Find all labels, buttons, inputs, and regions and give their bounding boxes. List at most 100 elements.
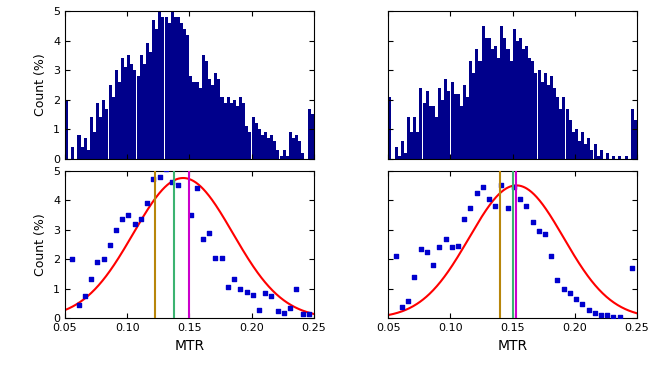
Bar xyxy=(435,117,438,159)
Bar xyxy=(65,100,68,159)
Point xyxy=(546,253,556,259)
Point xyxy=(596,313,606,318)
Bar xyxy=(174,17,177,159)
Bar xyxy=(143,64,146,159)
Point xyxy=(67,256,77,262)
Bar xyxy=(161,17,164,159)
Point xyxy=(509,184,519,190)
Bar xyxy=(426,91,429,159)
Point xyxy=(192,186,202,191)
Bar xyxy=(261,135,264,159)
Bar xyxy=(177,17,180,159)
Bar xyxy=(445,79,447,159)
Point xyxy=(478,184,488,190)
Point xyxy=(453,243,463,249)
Text: A: A xyxy=(35,0,48,4)
Point xyxy=(565,290,575,296)
Bar xyxy=(286,156,289,159)
Point xyxy=(490,203,501,209)
Bar xyxy=(130,64,133,159)
Point xyxy=(447,244,457,250)
Bar xyxy=(578,141,581,159)
Bar xyxy=(600,150,603,159)
Bar xyxy=(149,52,152,159)
Bar xyxy=(124,67,127,159)
Point xyxy=(410,274,420,280)
X-axis label: MTR: MTR xyxy=(174,339,204,353)
Point xyxy=(391,253,401,259)
Point xyxy=(73,302,84,308)
Point xyxy=(136,216,146,222)
Bar xyxy=(208,79,211,159)
Bar xyxy=(538,70,541,159)
Bar xyxy=(276,150,280,159)
Point xyxy=(459,216,469,222)
Bar xyxy=(497,58,500,159)
Bar xyxy=(416,132,419,159)
Point xyxy=(173,183,183,188)
Point xyxy=(260,290,270,296)
Bar xyxy=(516,41,519,159)
Bar xyxy=(127,55,130,159)
Bar xyxy=(236,105,239,159)
Point xyxy=(167,179,177,185)
Bar xyxy=(398,156,400,159)
Point xyxy=(92,259,103,265)
Point xyxy=(154,173,164,179)
Point xyxy=(223,284,233,290)
Point xyxy=(552,277,563,283)
Bar xyxy=(102,100,105,159)
Bar xyxy=(469,61,472,159)
Bar xyxy=(503,38,506,159)
Bar xyxy=(522,49,525,159)
Bar xyxy=(447,91,450,159)
Bar xyxy=(118,82,121,159)
Bar xyxy=(180,23,183,159)
Bar xyxy=(199,88,202,159)
Bar xyxy=(531,61,534,159)
Bar xyxy=(77,135,81,159)
Bar xyxy=(482,26,485,159)
Point xyxy=(111,227,121,233)
Point xyxy=(241,289,252,295)
Bar xyxy=(488,38,491,159)
Bar xyxy=(93,132,96,159)
Bar xyxy=(112,97,114,159)
Bar xyxy=(96,102,99,159)
Point xyxy=(210,255,220,261)
Bar xyxy=(559,109,562,159)
Bar xyxy=(550,76,553,159)
Bar xyxy=(593,144,597,159)
Bar xyxy=(105,109,109,159)
Point xyxy=(254,307,264,313)
Point xyxy=(185,212,196,218)
Point xyxy=(86,276,96,281)
Bar xyxy=(485,38,488,159)
Point xyxy=(602,313,612,318)
Bar xyxy=(214,73,217,159)
Bar xyxy=(510,61,513,159)
Bar xyxy=(584,144,587,159)
Bar xyxy=(230,102,233,159)
Bar xyxy=(133,70,136,159)
Bar xyxy=(395,147,398,159)
Point xyxy=(527,219,538,225)
Text: B: B xyxy=(369,0,381,4)
Point xyxy=(279,310,289,315)
Bar xyxy=(187,35,189,159)
Bar xyxy=(422,102,426,159)
Point xyxy=(415,246,426,252)
Point xyxy=(428,262,438,268)
Bar xyxy=(475,49,478,159)
Bar xyxy=(460,105,463,159)
Point xyxy=(502,205,513,210)
Point xyxy=(142,200,152,206)
Point xyxy=(304,311,314,317)
Bar xyxy=(233,100,236,159)
Point xyxy=(235,286,246,292)
Bar xyxy=(242,102,245,159)
Point xyxy=(297,311,307,317)
Bar xyxy=(581,132,584,159)
Bar xyxy=(298,141,301,159)
Bar xyxy=(588,138,590,159)
